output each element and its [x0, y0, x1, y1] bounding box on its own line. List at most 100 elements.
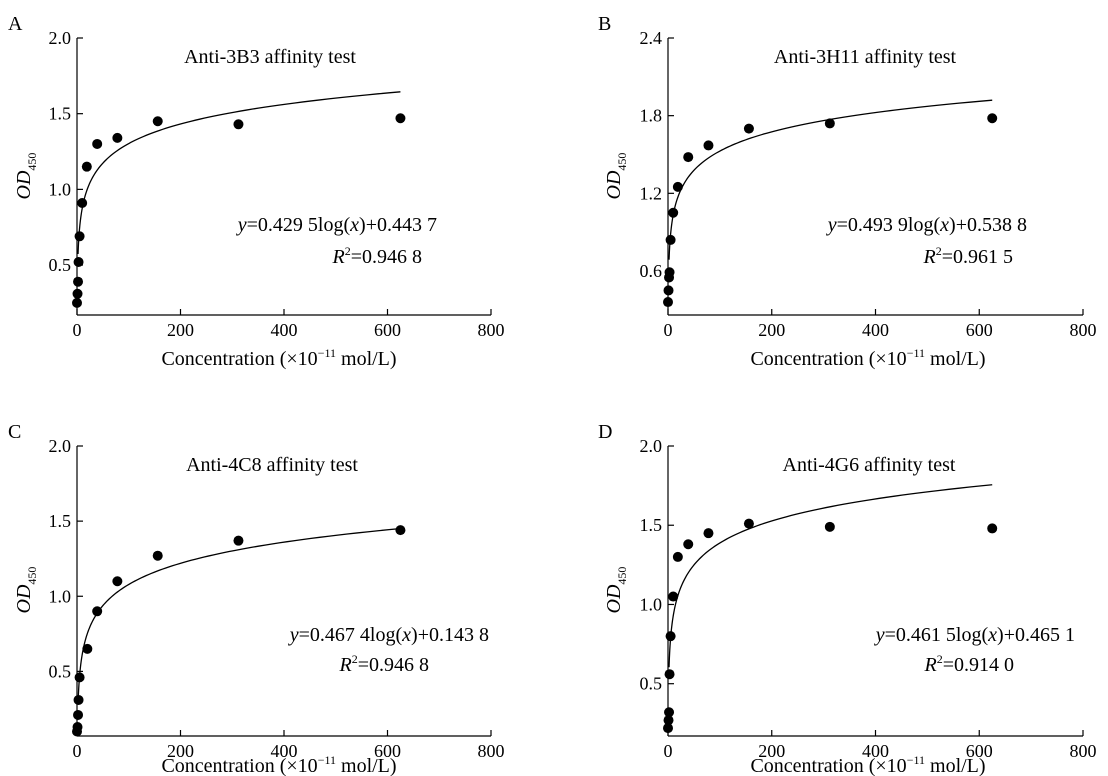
- equation-part: )+0.465 1: [997, 624, 1075, 646]
- x-label-text: Concentration (×10: [750, 755, 906, 776]
- data-point: [72, 297, 82, 308]
- panel-a: 0 200 400 600 800 0.5 1.0 1.5 2.0 A Anti-3B3 affin…: [8, 13, 505, 370]
- x-label-text: Concentration (×10: [161, 755, 317, 776]
- y-tick-label: 0.6: [640, 261, 663, 281]
- data-point: [72, 288, 83, 299]
- data-point: [824, 118, 835, 129]
- data-point: [73, 276, 84, 287]
- panel-label: C: [8, 421, 21, 443]
- data-point: [233, 535, 244, 546]
- x-tick-label: 800: [1070, 741, 1097, 761]
- y-tick-label: 0.5: [49, 255, 72, 275]
- data-point: [74, 231, 85, 242]
- r-value: =0.914 0: [943, 654, 1014, 676]
- x-label-superscript: −11: [318, 753, 336, 767]
- y-tick-label: 1.5: [49, 511, 72, 531]
- data-point: [73, 709, 84, 720]
- chart-title: Anti-4G6 affinity test: [783, 454, 956, 476]
- data-point: [663, 285, 674, 296]
- x-label-text: mol/L): [925, 348, 986, 370]
- data-point: [152, 550, 163, 561]
- r-squared: R2=0.946 8: [339, 652, 430, 676]
- equation-part: )+0.443 7: [359, 214, 437, 236]
- data-point: [74, 672, 85, 683]
- data-point: [664, 669, 675, 680]
- x-axis-label: Concentration (×10−11 mol/L): [750, 346, 985, 370]
- equation-x-symbol: x: [987, 624, 997, 646]
- equation-x-symbol: x: [939, 214, 949, 236]
- x-label-text: mol/L): [336, 348, 397, 370]
- x-tick-label: 200: [758, 741, 785, 761]
- r-symbol: R: [923, 246, 936, 268]
- x-label-superscript: −11: [318, 346, 336, 360]
- r-superscript: 2: [352, 652, 358, 666]
- data-point: [824, 521, 835, 532]
- equation-y-symbol: y: [236, 214, 247, 236]
- r-symbol: R: [339, 654, 352, 676]
- y-axis-label: OD450: [603, 153, 629, 200]
- r-squared: R2=0.946 8: [332, 244, 423, 268]
- data-point: [81, 161, 92, 172]
- chart-title: Anti-4C8 affinity test: [186, 454, 358, 476]
- data-point: [743, 123, 754, 134]
- data-point: [73, 257, 84, 268]
- panel-label: D: [598, 421, 612, 443]
- y-label-subscript: 450: [615, 567, 629, 585]
- data-point: [663, 715, 674, 726]
- equation-part: =0.493 9log(: [837, 214, 941, 236]
- data-point: [233, 119, 244, 130]
- data-point: [683, 152, 694, 163]
- equation-y-symbol: y: [874, 624, 885, 646]
- panel-label: A: [8, 13, 23, 35]
- r-value: =0.961 5: [942, 246, 1013, 268]
- panel-b: 0 200 400 600 800 0.6 1.2 1.8 2.4 B Anti-3H11 affi…: [598, 13, 1097, 370]
- r-superscript: 2: [345, 244, 351, 258]
- x-tick-label: 600: [374, 741, 401, 761]
- x-tick-label: 800: [478, 741, 505, 761]
- x-label-text: Concentration (×10: [161, 348, 317, 370]
- data-point: [112, 576, 123, 587]
- data-point: [987, 113, 998, 124]
- x-tick-label: 0: [664, 741, 673, 761]
- y-axis-label: OD450: [603, 567, 629, 614]
- y-label-subscript: 450: [615, 153, 629, 171]
- data-point: [703, 140, 714, 151]
- data-point: [665, 631, 676, 642]
- data-point: [112, 132, 123, 143]
- data-point: [672, 181, 683, 192]
- fit-equation: y=0.467 4log(x)+0.143 8: [288, 624, 489, 646]
- fit-curve: [77, 91, 401, 255]
- x-label-superscript: −11: [907, 753, 925, 767]
- data-point: [663, 723, 673, 734]
- data-point: [82, 643, 93, 654]
- equation-y-symbol: y: [288, 624, 299, 646]
- fit-equation: y=0.461 5log(x)+0.465 1: [874, 624, 1075, 646]
- equation-x-symbol: x: [401, 624, 411, 646]
- data-point: [683, 539, 694, 550]
- x-tick-label: 200: [167, 741, 194, 761]
- x-tick-label: 200: [167, 320, 194, 340]
- equation-y-symbol: y: [826, 214, 837, 236]
- fit-curve: [77, 527, 401, 704]
- data-point: [77, 197, 88, 208]
- x-tick-label: 600: [966, 320, 993, 340]
- x-label-superscript: −11: [907, 346, 925, 360]
- equation-part: =0.467 4log(: [299, 624, 403, 646]
- equation-x-symbol: x: [349, 214, 359, 236]
- y-axis-label: OD450: [13, 567, 39, 614]
- x-label-text: mol/L): [925, 755, 986, 776]
- equation-part: =0.429 5log(: [247, 214, 351, 236]
- r-squared: R2=0.961 5: [923, 244, 1014, 268]
- x-tick-label: 0: [73, 320, 82, 340]
- x-tick-label: 200: [758, 320, 785, 340]
- y-axis-label: OD450: [13, 153, 39, 200]
- data-point: [987, 523, 998, 534]
- r-value: =0.946 8: [351, 246, 422, 268]
- r-value: =0.946 8: [358, 654, 429, 676]
- y-label-subscript: 450: [25, 567, 39, 585]
- fit-equation: y=0.493 9log(x)+0.538 8: [826, 214, 1027, 236]
- data-point: [92, 138, 103, 149]
- y-tick-label: 0.5: [49, 661, 72, 681]
- x-tick-label: 400: [862, 741, 889, 761]
